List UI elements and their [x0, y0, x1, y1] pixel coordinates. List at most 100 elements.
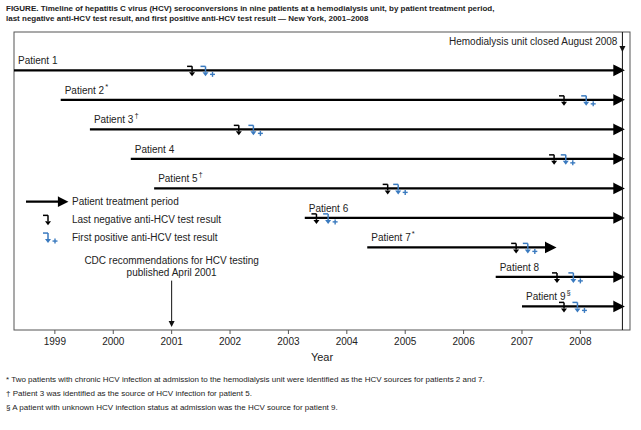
last-negative-marker: [549, 155, 557, 165]
marker-stem: [238, 125, 240, 131]
marker-stem: [47, 215, 49, 221]
x-tick-label: 1999: [44, 336, 67, 347]
marker-stem: [387, 184, 389, 190]
plot-frame: [14, 32, 630, 330]
marker-plus: [212, 72, 213, 77]
legend-label: Last negative anti-HCV test result: [72, 214, 221, 225]
marker-stem: [553, 155, 555, 161]
footnote: § A patient with unknown HCV infection s…: [6, 403, 338, 412]
last-negative-marker: [511, 243, 519, 253]
marks: [14, 66, 622, 313]
first-positive-marker: [523, 243, 538, 254]
annotation-line: CDC recommendations for HCV testing: [84, 255, 259, 266]
closure-label: Hemodialysis unit closed August 2008: [449, 36, 618, 47]
marker-stem: [191, 66, 193, 72]
x-tick-label: 2006: [452, 336, 475, 347]
marker-head: [554, 279, 560, 283]
marker-stem: [573, 273, 575, 279]
x-tick: [521, 330, 522, 334]
marker-plus: [334, 219, 335, 224]
first-positive-marker: [572, 302, 587, 313]
legend-label: First positive anti-HCV test result: [72, 232, 218, 243]
marker-stem: [563, 302, 565, 308]
legend-symbol: [26, 198, 66, 205]
x-axis-label: Year: [311, 351, 334, 363]
annotation-line: published April 2001: [127, 267, 218, 278]
patient-label: Patient 1: [18, 55, 58, 66]
x-tick-label: 2005: [394, 336, 417, 347]
patient-label: Patient 2: [65, 85, 105, 96]
marker-head: [551, 161, 557, 165]
x-tick-label: 2004: [336, 336, 359, 347]
x-tick-label: 2001: [161, 336, 184, 347]
footnote: * Two patients with chronic HCV infectio…: [6, 375, 485, 384]
patient-label: Patient 6: [309, 203, 349, 214]
marker-head: [570, 279, 576, 283]
marker-head: [574, 308, 580, 312]
marker-head: [525, 249, 531, 253]
marker-head: [250, 131, 256, 135]
last-negative-marker: [559, 302, 567, 312]
patient-label: Patient 3: [94, 114, 134, 125]
first-positive-marker: [323, 214, 338, 225]
first-positive-marker: [393, 184, 408, 195]
x-tick-label: 2003: [277, 336, 300, 347]
marker-stem: [563, 96, 565, 102]
marker-plus: [580, 278, 581, 283]
marker-stem: [577, 302, 579, 308]
marker-plus: [260, 131, 261, 136]
legend-label: Patient treatment period: [72, 196, 179, 207]
last-negative-marker: [187, 66, 195, 76]
marker-stem: [47, 233, 49, 239]
patient-label: Patient 5: [158, 173, 198, 184]
legend: Patient treatment period Last negative an…: [26, 196, 221, 243]
x-tick: [54, 330, 55, 334]
legend-symbol: [43, 215, 51, 225]
x-tick: [580, 330, 581, 334]
treatment-period: [305, 214, 623, 222]
first-positive-marker: [561, 155, 576, 166]
annotation-arrow: [169, 281, 175, 327]
marker-plus: [54, 239, 55, 244]
marker-stem: [316, 214, 318, 220]
x-tick-label: 2007: [511, 336, 534, 347]
first-positive-marker: [581, 96, 596, 107]
marker-head: [313, 220, 319, 224]
first-positive-marker: [568, 273, 583, 284]
treatment-period: [131, 155, 623, 163]
treatment-period: [61, 96, 623, 104]
patient-footnote-mark: †: [199, 170, 203, 179]
last-negative-marker: [311, 214, 319, 224]
first-positive-marker: [201, 66, 216, 77]
x-tick: [346, 330, 347, 334]
marker-stem: [565, 155, 567, 161]
closure-line: [619, 32, 625, 330]
marker-plus: [584, 308, 585, 313]
treatment-period: [90, 125, 623, 133]
patient-footnote-mark: §: [566, 288, 570, 297]
marker-plus: [593, 101, 594, 106]
treatment-period: [522, 302, 622, 310]
x-tick: [463, 330, 464, 334]
x-tick: [230, 330, 231, 334]
subtitle: last negative anti-HCV test result, and …: [6, 14, 369, 23]
marker-head: [45, 221, 51, 225]
patient-footnote-mark: †: [134, 111, 138, 120]
last-negative-marker: [552, 273, 560, 283]
closure-line-stroke: [622, 32, 623, 330]
x-tick-label: 2002: [219, 336, 242, 347]
marker-stem: [327, 214, 329, 220]
marker-stem: [515, 243, 517, 249]
marker-head: [561, 308, 567, 312]
annotation-arrow-stem: [171, 281, 172, 321]
x-tick: [113, 330, 114, 334]
patient-label: Patient 7: [371, 232, 411, 243]
marker-head: [45, 239, 51, 243]
marker-head: [563, 161, 569, 165]
marker-stem: [397, 184, 399, 190]
marker-head: [385, 190, 391, 194]
marker-stem: [527, 243, 529, 249]
marker-stem: [253, 125, 255, 131]
marker-head: [395, 190, 401, 194]
marker-plus: [404, 190, 405, 195]
